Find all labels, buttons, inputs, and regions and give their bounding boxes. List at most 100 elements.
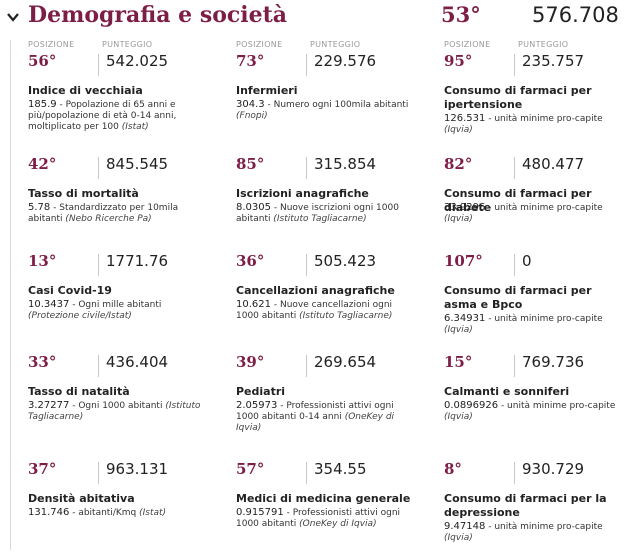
- indicator-score: 269.654: [314, 353, 377, 371]
- indicator-description: 10.3437 - Ogni mille abitanti (Protezion…: [28, 299, 208, 322]
- indicator-position: 73°: [236, 52, 265, 70]
- left-divider: [10, 40, 11, 550]
- indicator-name: Consumo di farmaci per ipertensione: [444, 84, 592, 111]
- indicator-unit: - unità minime pro-capite: [485, 114, 603, 124]
- indicator-score: 235.757: [522, 52, 585, 70]
- indicator-position: 56°: [28, 52, 57, 70]
- indicator-name: Consumo di farmaci per asma e Bpco: [444, 284, 592, 311]
- indicator-value: 126.531: [444, 113, 486, 124]
- indicator-source: (Istituto Tagliacarne): [273, 214, 367, 224]
- value-separator: [98, 462, 99, 484]
- indicator-source: (Fnopi): [236, 111, 268, 121]
- indicator-name: Indice di vecchiaia: [28, 84, 143, 97]
- indicator-position: 8°: [444, 460, 462, 478]
- value-separator: [306, 462, 307, 484]
- indicator-source: (Istat): [121, 122, 149, 132]
- indicator-description: 304.3 - Numero ogni 100mila abitanti (Fn…: [236, 99, 416, 122]
- value-separator: [306, 157, 307, 179]
- indicator-description: 0.915791 - Professionisti attivi ogni 10…: [236, 507, 416, 530]
- overall-score: 576.708: [532, 3, 619, 27]
- indicator-card: 8° 930.729 Consumo di farmaci per la depre…: [444, 460, 634, 560]
- indicator-name: Consumo di farmaci per la depressione: [444, 492, 607, 519]
- indicator-value: 10.621: [236, 299, 271, 310]
- indicator-name: Medici di medicina generale: [236, 492, 411, 505]
- indicator-value: 9.47148: [444, 521, 486, 532]
- indicator-unit: - unità minime pro-capite: [498, 401, 616, 411]
- indicator-position: 13°: [28, 252, 57, 270]
- indicator-card: 36° 505.423 Cancellazioni anagrafiche 10.62…: [236, 252, 426, 352]
- indicator-card: 107° 0 Consumo di farmaci per asma e Bpco 6…: [444, 252, 634, 352]
- value-separator: [514, 355, 515, 377]
- indicator-value: 0.0896926: [444, 400, 499, 411]
- indicator-position: 82°: [444, 155, 473, 173]
- indicator-card: 37° 963.131 Densità abitativa 131.746 - abi…: [28, 460, 218, 560]
- punteggio-label: PUNTEGGIO: [102, 40, 153, 49]
- indicator-name: Iscrizioni anagrafiche: [236, 187, 369, 200]
- indicator-description: 2.05973 - Professionisti attivi ogni 100…: [236, 400, 416, 434]
- indicator-position: 95°: [444, 52, 473, 70]
- indicator-card: POSIZIONE PUNTEGGIO 95° 235.757 Consumo di f…: [444, 40, 634, 140]
- indicator-unit: - Nuove iscrizioni ogni 1000 abitanti: [236, 203, 399, 224]
- indicator-card: 39° 269.654 Pediatri 2.05973 - Professionis…: [236, 353, 426, 453]
- value-separator: [306, 355, 307, 377]
- indicator-source: (Istat): [139, 508, 167, 518]
- indicator-description: 185.9 - Popolazione di 65 anni e più/pop…: [28, 99, 208, 133]
- indicator-unit: - Ogni mille abitanti: [69, 300, 162, 310]
- indicator-source: (OneKey di Iqvia): [299, 519, 377, 529]
- value-separator: [514, 462, 515, 484]
- indicator-position: 57°: [236, 460, 265, 478]
- indicator-score: 845.545: [106, 155, 169, 173]
- indicator-name: Cancellazioni anagrafiche: [236, 284, 395, 297]
- value-separator: [98, 54, 99, 76]
- indicator-description: 9.47148 - unità minime pro-capite (Iqvia…: [444, 521, 624, 544]
- indicator-card: 42° 845.545 Tasso di mortalità 5.78 - Stand…: [28, 155, 218, 255]
- indicator-description: 8.0305 - Nuove iscrizioni ogni 1000 abit…: [236, 202, 416, 225]
- indicator-name: Casi Covid-19: [28, 284, 112, 297]
- overall-position: 53°: [441, 2, 481, 27]
- value-separator: [306, 254, 307, 276]
- indicator-score: 0: [522, 252, 532, 270]
- indicator-score: 930.729: [522, 460, 585, 478]
- value-separator: [514, 157, 515, 179]
- indicator-position: 39°: [236, 353, 265, 371]
- indicator-description: 3.27277 - Ogni 1000 abitanti (Istituto T…: [28, 400, 208, 423]
- indicator-card: POSIZIONE PUNTEGGIO 73° 229.576 Infermieri 30…: [236, 40, 426, 140]
- indicator-description: 33.9296 - unità minime pro-capite (Iqvia…: [444, 202, 624, 225]
- indicator-card: 82° 480.477 Consumo di farmaci per diabete…: [444, 155, 634, 255]
- indicator-score: 542.025: [106, 52, 169, 70]
- indicator-name: Tasso di natalità: [28, 385, 130, 398]
- value-separator: [306, 54, 307, 76]
- indicator-name: Calmanti e sonniferi: [444, 385, 570, 398]
- indicator-description: 126.531 - unità minime pro-capite (Iqvia…: [444, 113, 624, 136]
- indicator-unit: - unità minime pro-capite: [485, 314, 603, 324]
- value-separator: [98, 254, 99, 276]
- indicator-unit: - Professionisti attivi ogni 1000 abitan…: [236, 508, 401, 529]
- indicator-score: 436.404: [106, 353, 169, 371]
- indicator-description: 6.34931 - unità minime pro-capite (Iqvia…: [444, 313, 624, 336]
- chevron-down-icon[interactable]: [4, 8, 22, 26]
- indicator-position: 33°: [28, 353, 57, 371]
- indicator-unit: - abitanti/Kmq: [69, 508, 140, 518]
- indicator-source: (Iqvia): [444, 214, 473, 224]
- indicator-source: (Iqvia): [444, 125, 473, 135]
- indicator-unit: - unità minime pro-capite: [485, 522, 603, 532]
- indicator-source: (OneKey di Iqvia): [236, 412, 395, 433]
- indicator-name: Densità abitativa: [28, 492, 135, 505]
- indicator-description: 131.746 - abitanti/Kmq (Istat): [28, 507, 208, 519]
- posizione-label: POSIZIONE: [444, 40, 491, 49]
- indicator-position: 36°: [236, 252, 265, 270]
- indicator-value: 131.746: [28, 507, 70, 518]
- indicator-unit: - Popolazione di 65 anni e più/popolazio…: [28, 100, 177, 132]
- indicator-value: 185.9: [28, 99, 57, 110]
- indicator-unit: - Nuove cancellazioni ogni 1000 abitanti: [236, 300, 393, 321]
- indicator-description: 0.0896926 - unità minime pro-capite (Iqv…: [444, 400, 624, 423]
- indicator-source: (Istituto Tagliacarne): [28, 401, 201, 422]
- punteggio-label: PUNTEGGIO: [310, 40, 361, 49]
- indicator-value: 5.78: [28, 202, 51, 213]
- indicator-name: Pediatri: [236, 385, 286, 398]
- indicator-value: 304.3: [236, 99, 265, 110]
- indicator-score: 963.131: [106, 460, 169, 478]
- indicator-source: (Nebo Ricerche Pa): [65, 214, 152, 224]
- indicator-source: (Iqvia): [444, 533, 473, 543]
- indicator-score: 505.423: [314, 252, 377, 270]
